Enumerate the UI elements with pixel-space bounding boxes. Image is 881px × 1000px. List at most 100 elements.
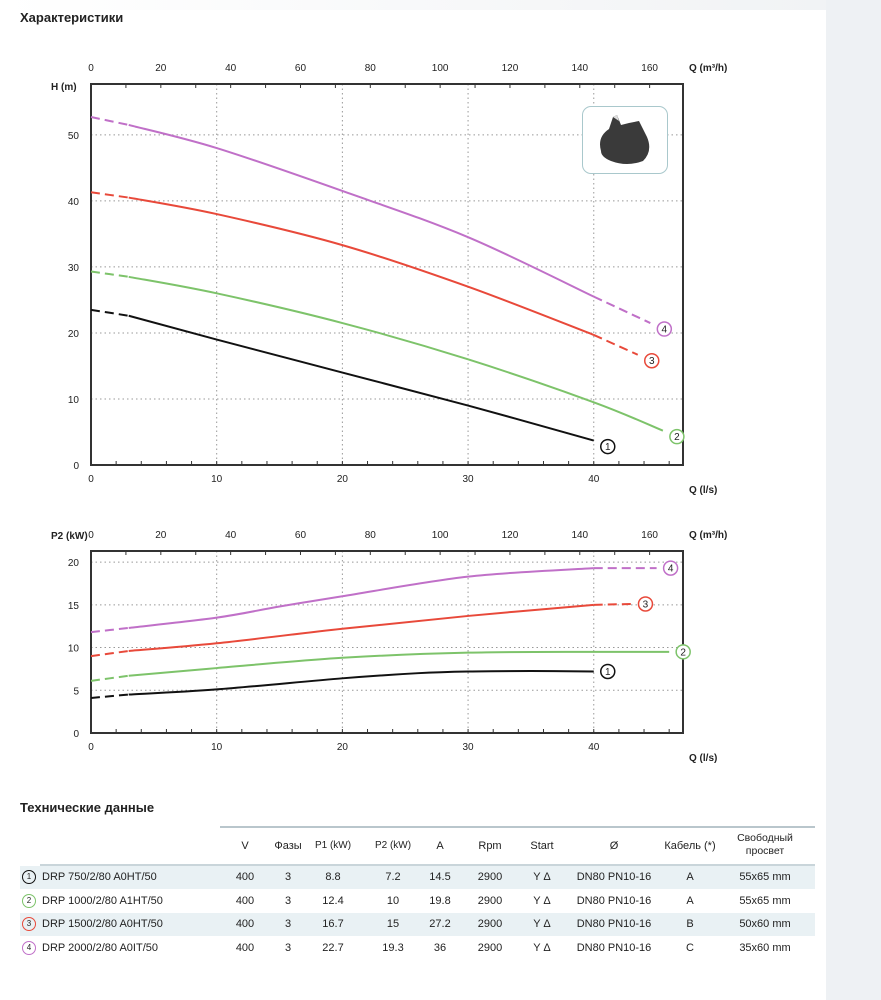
- y-tick-label: 0: [73, 461, 79, 472]
- x2-tick-label: 60: [295, 530, 307, 541]
- column-header: Rpm: [478, 840, 502, 852]
- x2-tick-label: 0: [88, 530, 94, 541]
- series-line-2: [90, 674, 129, 682]
- plot-frame: [90, 83, 684, 466]
- table-cell: 27.2: [429, 918, 451, 930]
- table-cell: 400: [235, 871, 255, 883]
- series-line-4: [90, 626, 129, 634]
- series-marker-3: [637, 596, 654, 612]
- x2-tick-label: 120: [502, 63, 519, 74]
- y-tick-label: 40: [68, 197, 80, 208]
- table-cell: 55x65 mm: [739, 871, 791, 883]
- series-label: 4: [662, 325, 668, 336]
- series-line-1: [128, 670, 594, 696]
- series-label: 1: [605, 442, 611, 453]
- model-name: DRP 2000/2/80 A0IT/50: [42, 941, 158, 954]
- table-row: 3 DRP 1500/2/80 A0HT/50 400 3 16.7 15 27.2 2900…: [20, 913, 815, 936]
- series-line-3: [593, 602, 632, 606]
- table-cell: 8.8: [325, 871, 341, 883]
- table-cell: DN80 PN10-16: [576, 871, 652, 883]
- series-line-4: [593, 295, 651, 324]
- series-line-4: [90, 116, 129, 126]
- series-line-3: [90, 649, 129, 658]
- column-header: A: [436, 840, 444, 852]
- series-line-4: [128, 567, 594, 629]
- table-cell: 400: [235, 918, 255, 930]
- table-cell: 12.4: [322, 894, 344, 907]
- series-label: 3: [649, 356, 655, 367]
- y-tick-label: 20: [68, 558, 80, 569]
- series-marker-2: [675, 644, 691, 660]
- series-label: 3: [643, 599, 649, 610]
- y-tick-label: 20: [68, 329, 80, 340]
- table-header: V Фазы P1 (kW) P2 (kW) A Rpm Start Ø Кабель (*) С…: [20, 830, 815, 864]
- x-tick-label: 40: [588, 742, 600, 753]
- x-tick-label: 0: [88, 474, 94, 485]
- table-cell: 400: [235, 894, 255, 907]
- y-axis-label: P2 (kW): [51, 531, 88, 542]
- series-marker-4: [662, 560, 679, 576]
- x2-tick-label: 100: [432, 63, 449, 74]
- table-cell: 2900: [477, 941, 503, 954]
- series-label: 1: [605, 667, 611, 678]
- pump-icon: [600, 115, 650, 164]
- table-row: 2 DRP 1000/2/80 A1HT/50 400 3 12.4 10 19.8 2900…: [20, 890, 815, 913]
- x2-tick-label: 40: [225, 63, 237, 74]
- x2-tick-label: 140: [571, 530, 588, 541]
- column-header: P2 (kW): [374, 840, 412, 851]
- series-line-3: [90, 191, 129, 199]
- table-cell: 3: [284, 894, 292, 907]
- x-tick-label: 20: [337, 474, 349, 485]
- x2-tick-label: 20: [155, 63, 167, 74]
- table-cell: 3: [284, 918, 292, 930]
- x-tick-label: 20: [337, 742, 349, 753]
- model-cell: 1 DRP 750/2/80 A0HT/50: [22, 870, 157, 884]
- x-tick-label: 10: [211, 742, 223, 753]
- column-header: Start: [530, 840, 554, 852]
- column-header: Кабель (*): [664, 840, 716, 852]
- x-tick-label: 30: [463, 742, 475, 753]
- table-cell: DN80 PN10-16: [576, 894, 652, 907]
- column-header: Ø: [609, 840, 619, 852]
- y-axis-label: H (m): [51, 82, 77, 93]
- series-line-3: [593, 334, 639, 356]
- x2-tick-label: 0: [88, 63, 94, 74]
- pump-image: [582, 106, 668, 174]
- table-cell: 16.7: [322, 918, 344, 930]
- series-marker-1: [600, 438, 616, 455]
- header-rule: [40, 864, 815, 866]
- table-cell: A: [686, 871, 694, 883]
- table-cell: B: [686, 918, 694, 930]
- table-cell: A: [686, 894, 694, 907]
- y-tick-label: 5: [73, 686, 79, 697]
- x-tick-label: 30: [463, 474, 475, 485]
- x-axis-label: Q (l/s): [689, 485, 717, 496]
- model-number-badge: 3: [22, 917, 36, 931]
- y-tick-label: 10: [68, 395, 80, 406]
- table-cell: DN80 PN10-16: [576, 918, 652, 930]
- series-marker-4: [656, 321, 673, 337]
- series-label: 2: [680, 647, 686, 658]
- series-label: 4: [668, 564, 674, 575]
- model-number-badge: 4: [22, 940, 36, 955]
- model-cell: 2 DRP 1000/2/80 A1HT/50: [22, 893, 163, 908]
- column-header: P1 (kW): [314, 840, 352, 851]
- top-strip: [0, 0, 881, 10]
- series-label: 2: [674, 432, 680, 443]
- x-tick-label: 40: [588, 474, 600, 485]
- table-cell: 3: [284, 871, 292, 883]
- column-header: V: [241, 840, 249, 852]
- series-line-1: [90, 308, 129, 317]
- x-tick-label: 10: [211, 474, 223, 485]
- x-axis-label: Q (l/s): [689, 753, 717, 764]
- table-cell: 22.7: [322, 941, 344, 954]
- x2-tick-label: 20: [155, 530, 167, 541]
- table-cell: 7.2: [385, 871, 401, 883]
- x2-tick-label: 80: [365, 63, 377, 74]
- right-strip: [826, 0, 881, 1000]
- x2-tick-label: 160: [641, 63, 658, 74]
- table-cell: Y Δ: [533, 918, 551, 930]
- series-line-1: [90, 693, 129, 699]
- x2-tick-label: 80: [365, 530, 377, 541]
